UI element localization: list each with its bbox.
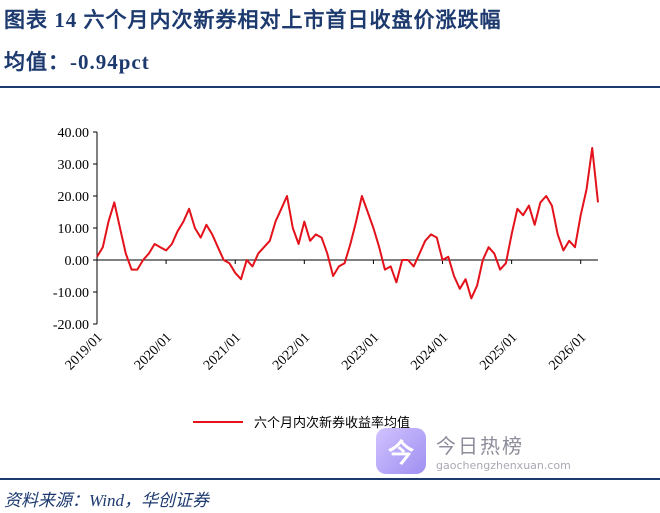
chart-title: 图表 14 六个月内次新券相对上市首日收盘价涨跌幅 — [4, 8, 502, 32]
watermark-logo-icon: 今 — [376, 428, 426, 474]
source-note: 资料来源：Wind，华创证券 — [4, 491, 209, 510]
bottom-rule — [0, 478, 660, 480]
y-tick-label: 20.00 — [58, 190, 90, 205]
legend-label: 六个月内次新券收益率均值 — [254, 415, 410, 431]
y-tick-label: 40.00 — [58, 126, 90, 141]
x-tick-label: 2022/01 — [270, 330, 313, 373]
x-tick-label: 2024/01 — [408, 330, 451, 373]
y-axis: 40.00 30.00 20.00 10.00 0.00 -10.00 -20.00 — [53, 126, 98, 333]
line-chart: 40.00 30.00 20.00 10.00 0.00 -10.00 -20.00 201… — [53, 126, 599, 431]
x-tick-label: 2020/01 — [132, 330, 175, 373]
x-tick-label: 2023/01 — [339, 330, 382, 373]
watermark: 今 今日热榜 gaochengzhenxuan.com — [376, 428, 571, 474]
y-tick-label: -20.00 — [53, 318, 89, 333]
legend: 六个月内次新券收益率均值 — [193, 415, 410, 431]
y-tick-label: 30.00 — [58, 158, 90, 173]
y-tick-label: -10.00 — [53, 286, 89, 301]
chart-subtitle: 均值：-0.94pct — [4, 50, 150, 74]
x-tick-label: 2026/01 — [546, 330, 589, 373]
watermark-url: gaochengzhenxuan.com — [436, 459, 571, 472]
x-axis: 2019/01 2020/01 2021/01 2022/01 2023/01 2024/… — [63, 259, 598, 373]
x-tick-label: 2021/01 — [201, 330, 244, 373]
series-line — [96, 147, 599, 300]
watermark-name: 今日热榜 — [436, 434, 524, 458]
y-tick-label: 10.00 — [58, 222, 90, 237]
x-tick-label: 2025/01 — [477, 330, 520, 373]
top-rule — [0, 86, 660, 88]
y-tick-label: 0.00 — [65, 254, 90, 269]
x-tick-label: 2019/01 — [63, 330, 106, 373]
